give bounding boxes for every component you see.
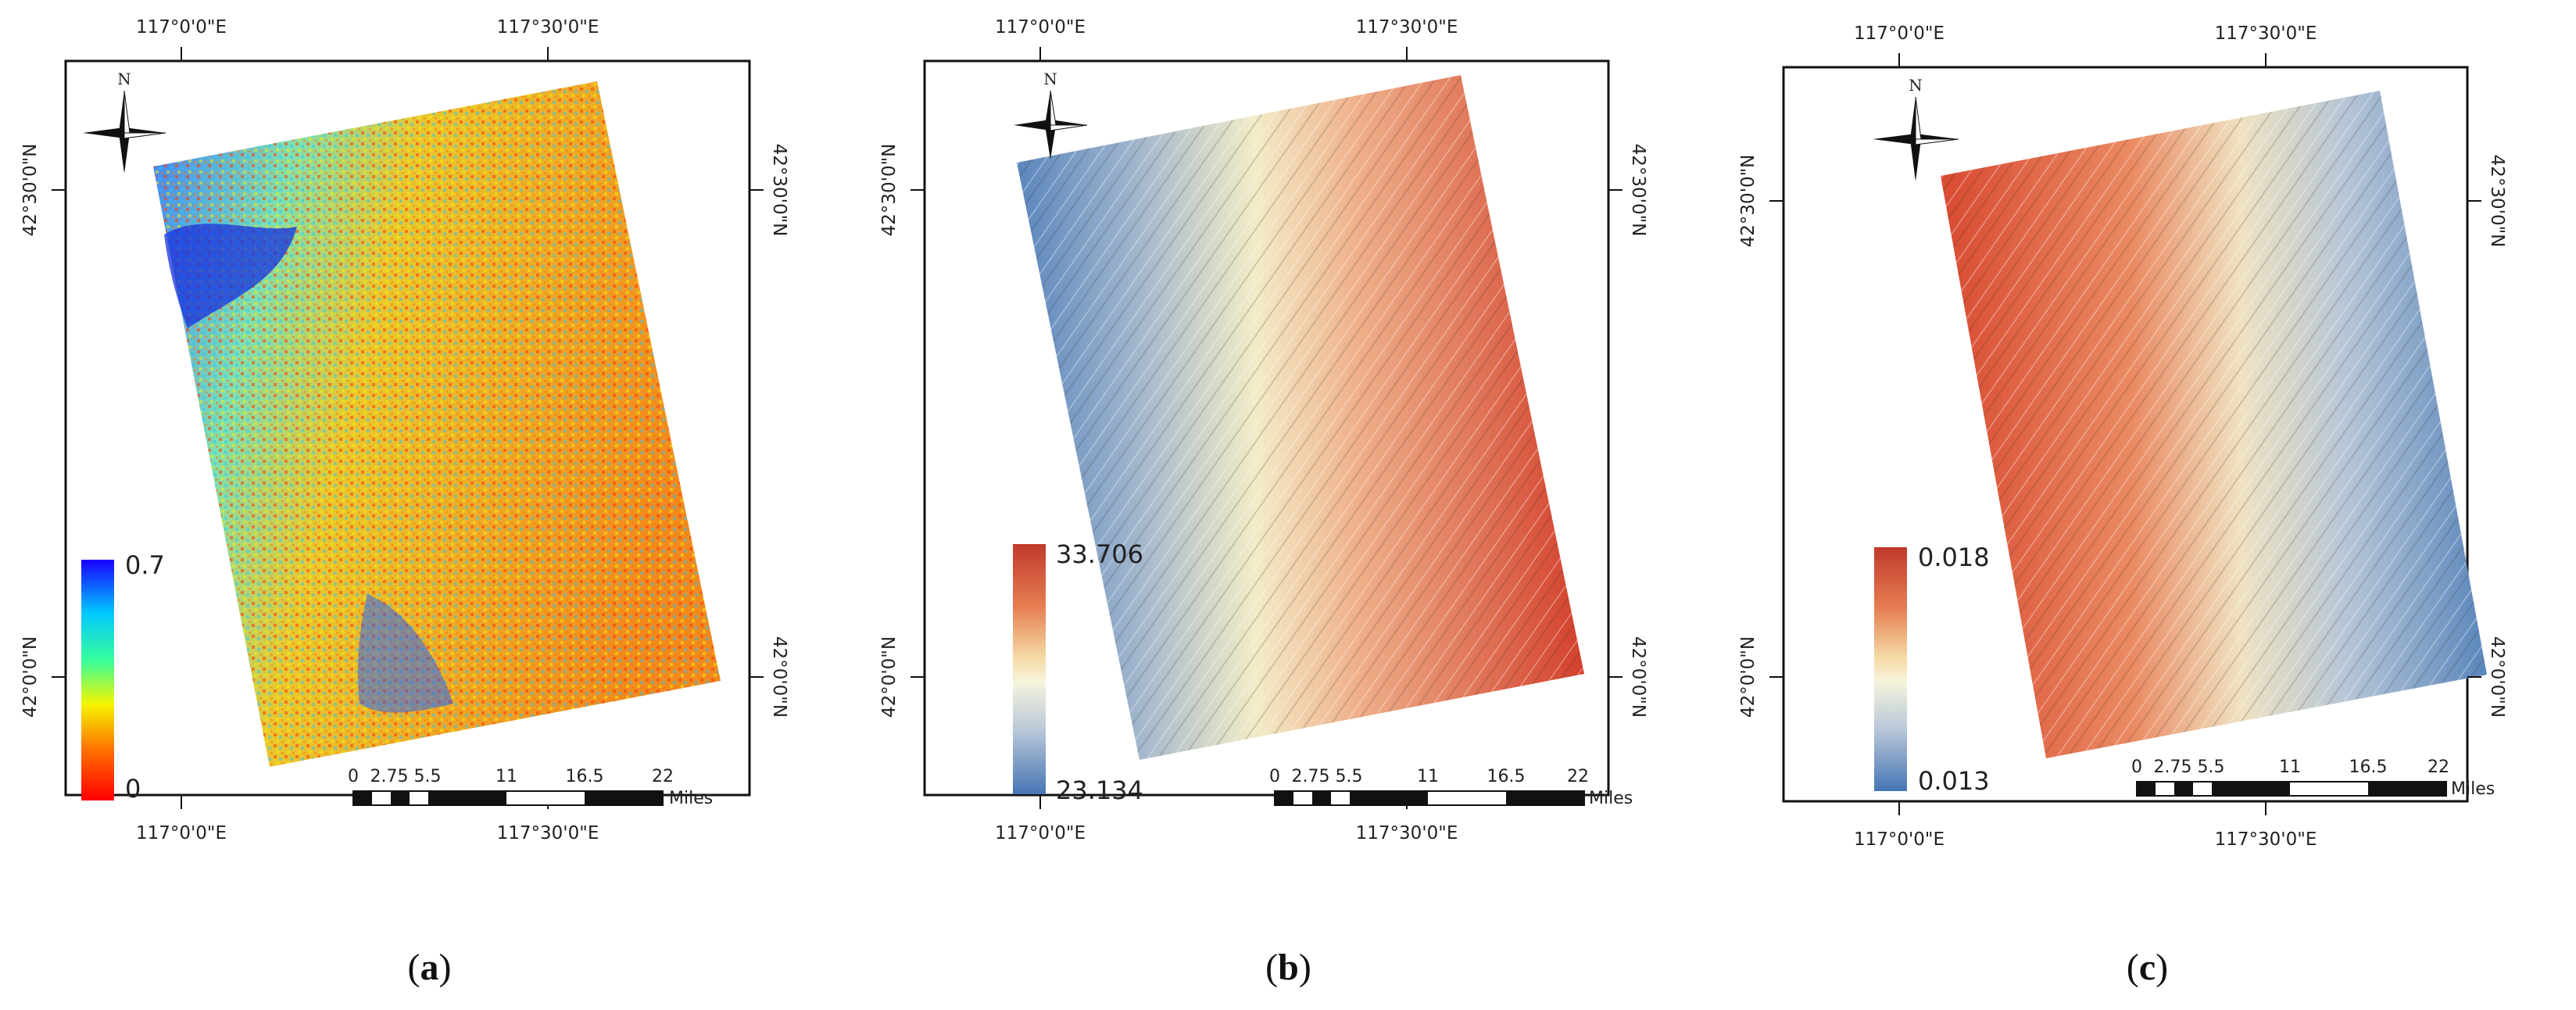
raster-hillshade: [1017, 75, 1584, 760]
axis-label-top: 117°0'0"E: [995, 17, 1086, 38]
axis-label-bottom: 117°0'0"E: [136, 823, 227, 843]
axis-label-right: 42°0'0"N: [1628, 636, 1648, 718]
scale-bar-label: 0: [2131, 758, 2142, 777]
svg-text:N: N: [1043, 70, 1057, 88]
scale-bar-label: 0: [1269, 767, 1280, 786]
axis-label-right: 42°30'0"N: [769, 144, 789, 237]
scale-bar-label: 16.5: [2349, 758, 2388, 777]
colorbar: [1013, 544, 1046, 794]
axis-label-top: 117°30'0"E: [1356, 17, 1458, 38]
scale-bar-label: 0: [348, 767, 359, 786]
colorbar: [1874, 547, 1907, 791]
axis-label-left: 42°30'0"N: [1738, 155, 1758, 248]
map-panel-a: 117°0'0"E 117°30'0"E 117°0'0"E 117°30'0"…: [0, 0, 859, 1010]
axis-label-right: 42°0'0"N: [769, 636, 789, 718]
axis-label-bottom: 117°30'0"E: [497, 823, 599, 843]
colorbar-max-label: 33.706: [1056, 539, 1143, 569]
scale-bar-label: 11: [2279, 758, 2301, 777]
panel-caption: (b): [1265, 947, 1311, 988]
axis-label-left: 42°30'0"N: [879, 144, 900, 237]
raster-texture: [153, 81, 721, 767]
scale-bar: [2136, 781, 2447, 797]
colorbar: [81, 560, 114, 800]
low-value-region: [358, 594, 453, 713]
low-value-region: [164, 224, 297, 328]
panel-caption: (a): [407, 947, 452, 988]
scale-bar-label: 22: [1567, 767, 1589, 786]
scale-bar-label: 11: [496, 767, 517, 786]
scale-bar-label: 22: [652, 767, 674, 786]
scale-bar-unit: Miles: [669, 789, 713, 808]
scale-bar: [352, 790, 664, 806]
axis-label-bottom: 117°0'0"E: [995, 823, 1086, 843]
axis-label-top: 117°30'0"E: [2215, 23, 2317, 44]
north-arrow-icon: N: [83, 70, 166, 174]
colorbar-max-label: 0.018: [1918, 543, 1990, 572]
scale-bar-unit: Miles: [1589, 789, 1633, 808]
axis-label-top: 117°0'0"E: [1854, 23, 1945, 44]
map-figure-a: 117°0'0"E 117°30'0"E 117°0'0"E 117°30'0"…: [20, 17, 789, 843]
scale-bar: [1274, 790, 1585, 806]
raster-hillshade: [1941, 91, 2487, 758]
axis-label-left: 42°30'0"N: [20, 144, 41, 237]
axis-label-left: 42°0'0"N: [879, 636, 900, 718]
scale-bar-label: 5.5: [414, 767, 442, 786]
scale-bar-label: 2.75: [370, 767, 409, 786]
axis-label-bottom: 117°30'0"E: [2215, 829, 2317, 850]
map-panel-b: 117°0'0"E 117°30'0"E 117°0'0"E 117°30'0"…: [859, 0, 1718, 1010]
scale-bar-unit: Miles: [2451, 779, 2495, 799]
map-figure-b: 117°0'0"E 117°30'0"E 117°0'0"E 117°30'0"…: [879, 17, 1648, 843]
scale-bar-label: 2.75: [2154, 758, 2192, 777]
scale-bar-label: 5.5: [1336, 767, 1363, 786]
panel-caption: (c): [2126, 947, 2169, 988]
axis-label-left: 42°0'0"N: [20, 636, 41, 718]
scale-bar-label: 5.5: [2198, 758, 2225, 777]
axis-label-bottom: 117°0'0"E: [1854, 829, 1945, 850]
colorbar-min-label: 0: [125, 774, 141, 804]
axis-label-right: 42°0'0"N: [2487, 636, 2507, 718]
svg-text:N: N: [1909, 76, 1923, 95]
map-figure-c: 117°0'0"E 117°30'0"E 117°0'0"E 117°30'0"…: [1738, 23, 2507, 850]
scale-bar-label: 16.5: [1487, 767, 1526, 786]
axis-label-right: 42°30'0"N: [1628, 144, 1648, 237]
scale-bar-label: 11: [1417, 767, 1439, 786]
colorbar-min-label: 23.134: [1056, 775, 1143, 805]
colorbar-max-label: 0.7: [125, 550, 165, 580]
axis-label-bottom: 117°30'0"E: [1356, 823, 1458, 843]
axis-label-left: 42°0'0"N: [1738, 636, 1758, 718]
axis-label-top: 117°30'0"E: [497, 17, 599, 38]
colorbar-min-label: 0.013: [1918, 766, 1990, 796]
map-panel-c: 117°0'0"E 117°30'0"E 117°0'0"E 117°30'0"…: [1718, 0, 2576, 1010]
north-arrow-icon: N: [1873, 76, 1959, 181]
axis-label-top: 117°0'0"E: [136, 17, 227, 38]
scale-bar-label: 2.75: [1292, 767, 1330, 786]
north-arrow-icon: N: [1014, 70, 1088, 159]
scale-bar-label: 16.5: [566, 767, 604, 786]
scale-bar-label: 22: [2428, 758, 2449, 777]
svg-text:N: N: [117, 70, 131, 88]
axis-label-right: 42°30'0"N: [2487, 155, 2507, 248]
